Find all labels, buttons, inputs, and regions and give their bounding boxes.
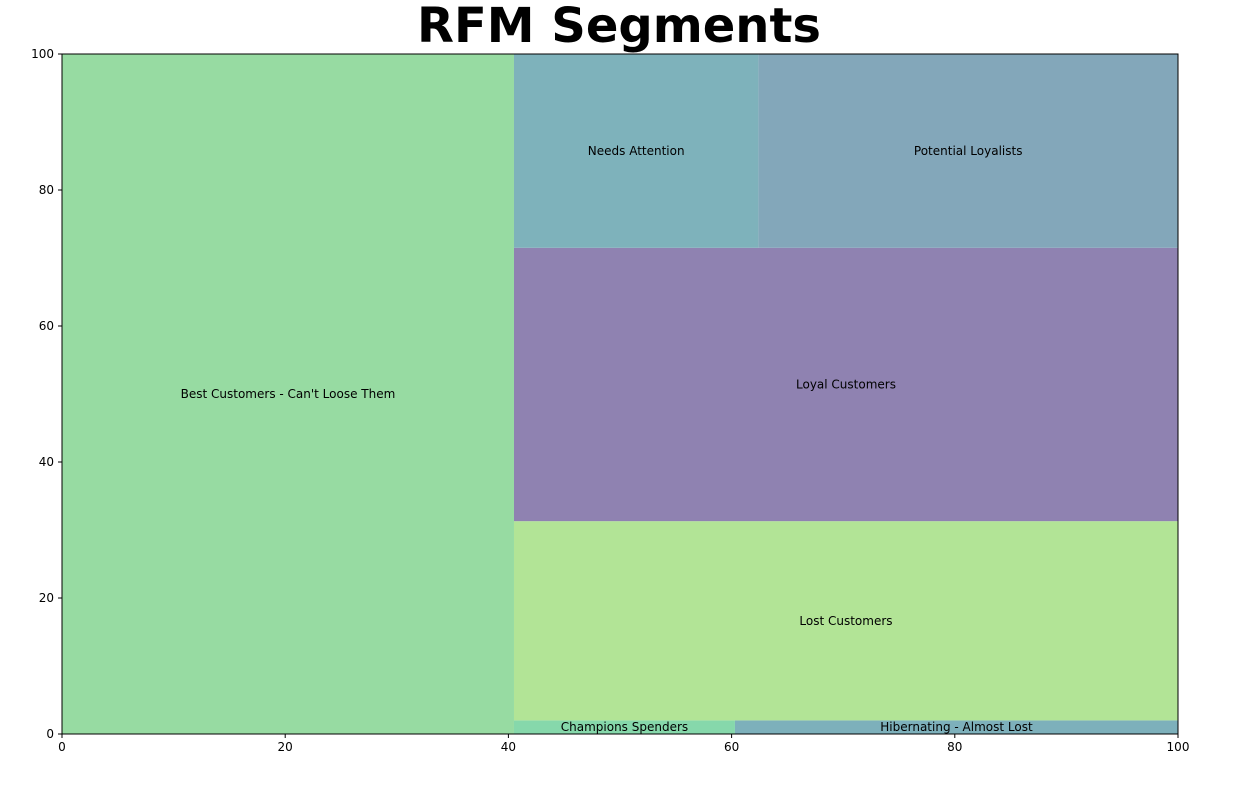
x-tick-label: 60 (724, 740, 739, 754)
y-tick-label: 40 (39, 455, 54, 469)
treemap-cell-champions-spenders (513, 720, 735, 734)
treemap-label-potential-loyalists: Potential Loyalists (914, 144, 1023, 158)
x-tick-label: 0 (58, 740, 66, 754)
treemap-cell-hibernating-almost-lost (734, 720, 1178, 734)
y-tick-label: 60 (39, 319, 54, 333)
y-tick-label: 0 (46, 727, 54, 741)
treemap-labels: Best Customers - Can't Loose Them Champio… (181, 144, 1033, 734)
x-tick-label: 20 (278, 740, 293, 754)
x-tick-label: 80 (947, 740, 962, 754)
y-tick-label: 80 (39, 183, 54, 197)
treemap-label-lost-customers: Lost Customers (799, 614, 892, 628)
treemap-label-champions-spenders: Champions Spenders (561, 720, 688, 734)
treemap-cell-lost-customers (513, 521, 1178, 721)
y-tick-label: 20 (39, 591, 54, 605)
y-tick-label: 100 (31, 47, 54, 61)
plot-frame (61, 53, 1179, 735)
treemap-cell-loyal-customers (513, 247, 1178, 522)
treemap-cell-best-customers-can-t-loose-them (62, 54, 514, 734)
treemap-label-loyal-customers: Loyal Customers (796, 377, 896, 391)
treemap-label-best-customers-can-t-loose-them: Best Customers - Can't Loose Them (181, 387, 396, 401)
x-axis: 0 20 40 60 80 100 (58, 734, 1189, 754)
treemap-cell-potential-loyalists (758, 54, 1178, 248)
treemap-label-hibernating-almost-lost: Hibernating - Almost Lost (880, 720, 1033, 734)
treemap-cells (62, 54, 1178, 734)
treemap-cell-needs-attention (513, 54, 759, 248)
chart-title: RFM Segments (417, 0, 821, 54)
x-tick-label: 40 (501, 740, 516, 754)
y-axis: 0 20 40 60 80 100 (31, 47, 62, 741)
treemap-label-needs-attention: Needs Attention (588, 144, 685, 158)
x-tick-label: 100 (1167, 740, 1190, 754)
